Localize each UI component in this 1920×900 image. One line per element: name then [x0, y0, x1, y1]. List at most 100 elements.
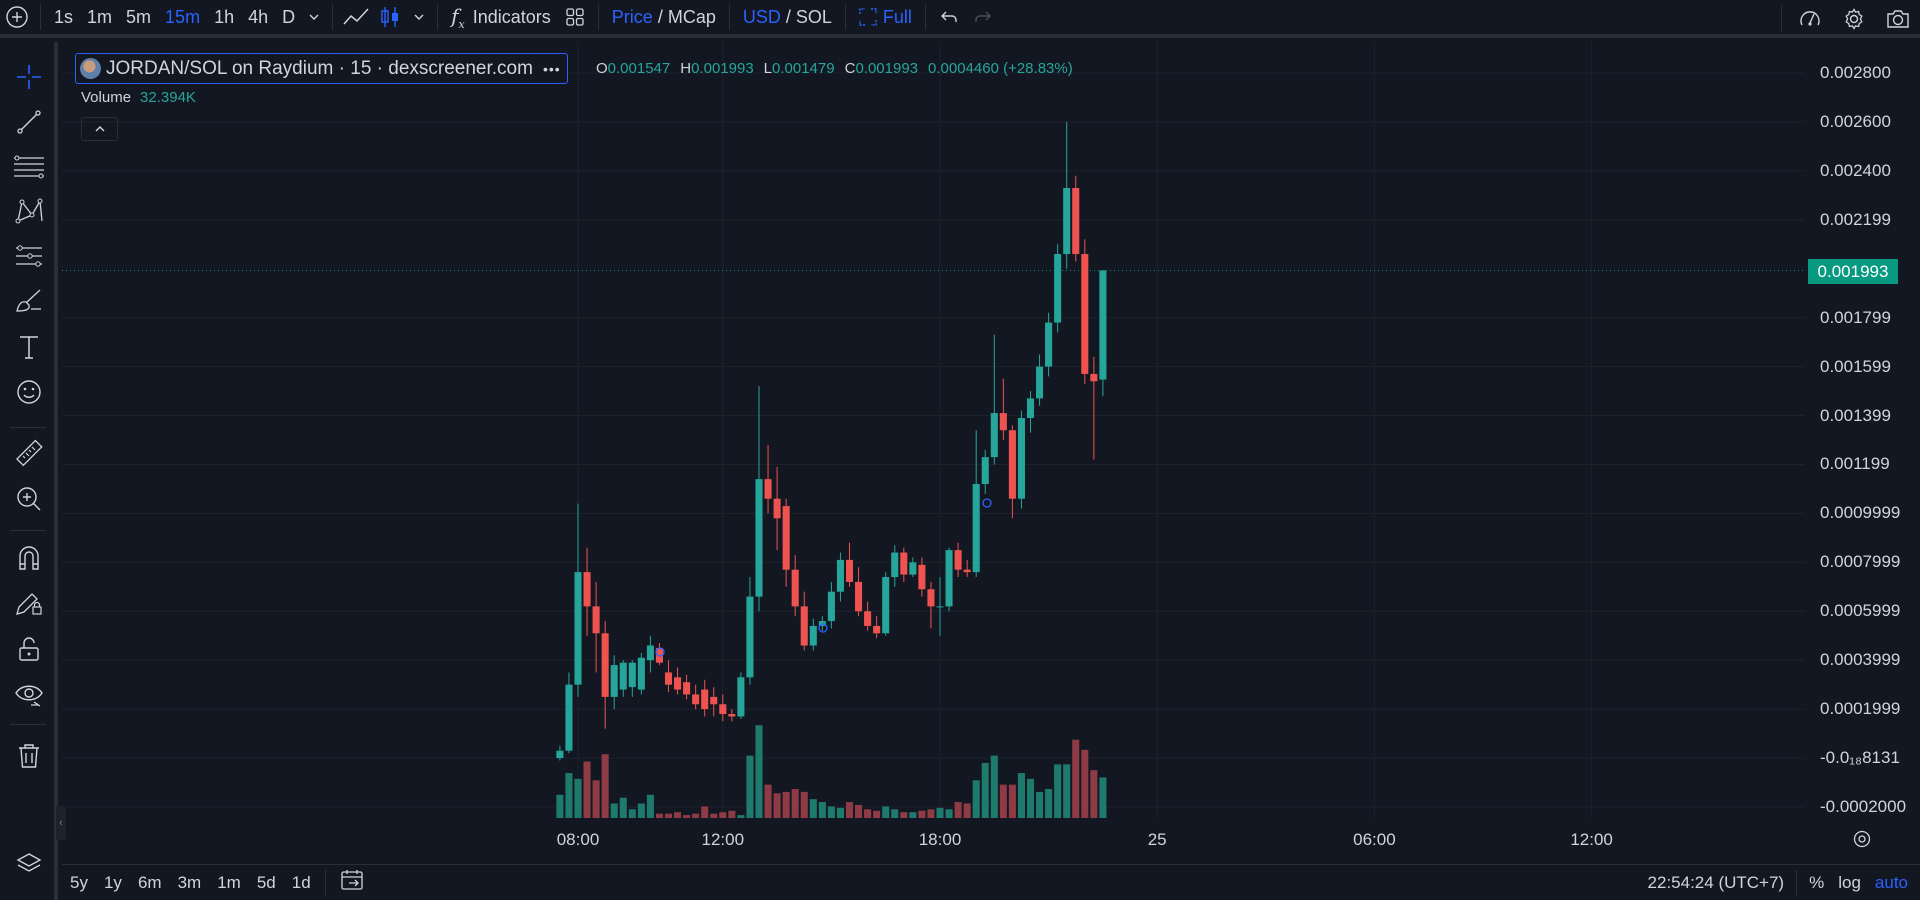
remove-drawings-button[interactable] — [12, 739, 46, 773]
candle[interactable] — [601, 621, 609, 729]
candle[interactable] — [800, 591, 808, 651]
symbol-legend[interactable]: JORDAN/SOL on Raydium · 15 · dexscreener… — [75, 53, 568, 84]
undo-button[interactable] — [932, 0, 966, 36]
candle[interactable] — [692, 684, 700, 710]
candle[interactable] — [674, 667, 682, 695]
layouts-button[interactable] — [558, 0, 592, 36]
trend-line-tool[interactable] — [12, 105, 46, 139]
candle[interactable] — [719, 694, 727, 722]
candle[interactable] — [1008, 425, 1016, 519]
crosshair-tool[interactable] — [12, 60, 46, 94]
pattern-tool[interactable] — [12, 194, 46, 228]
candle[interactable] — [728, 709, 736, 722]
candle[interactable] — [628, 660, 636, 697]
sol-option[interactable]: SOL — [795, 6, 832, 27]
more-options-icon[interactable]: ••• — [542, 60, 561, 77]
emoji-tool[interactable] — [12, 375, 46, 409]
candle[interactable] — [646, 635, 654, 673]
chart-type-dropdown-button[interactable] — [407, 0, 431, 36]
candle[interactable] — [891, 545, 899, 587]
object-tree-button[interactable] — [12, 847, 46, 881]
candle[interactable] — [655, 643, 663, 666]
range-1y[interactable]: 1y — [103, 872, 122, 892]
candle[interactable] — [683, 674, 691, 700]
candle[interactable] — [963, 559, 971, 578]
interval-1h[interactable]: 1h — [214, 6, 235, 27]
candle[interactable] — [1063, 121, 1071, 269]
candle[interactable] — [936, 577, 944, 636]
line-chart-type-button[interactable] — [339, 0, 373, 36]
interval-d[interactable]: D — [282, 6, 296, 27]
interval-15m[interactable]: 15m — [165, 6, 201, 27]
range-1m[interactable]: 1m — [217, 872, 241, 892]
candle[interactable] — [574, 503, 582, 697]
range-6m[interactable]: 6m — [137, 872, 162, 892]
brush-tool[interactable] — [12, 284, 46, 318]
range-1d[interactable]: 1d — [291, 872, 311, 892]
candle[interactable] — [619, 660, 627, 697]
candle[interactable] — [773, 466, 781, 551]
candle[interactable] — [592, 581, 600, 673]
candle[interactable] — [1026, 391, 1035, 433]
candle[interactable] — [1036, 354, 1044, 406]
candle[interactable] — [972, 430, 980, 578]
screenshot-button[interactable] — [1876, 0, 1920, 38]
mcap-option[interactable]: MCap — [667, 6, 716, 27]
candle[interactable] — [900, 547, 908, 582]
candle[interactable] — [737, 672, 745, 719]
candle[interactable] — [610, 655, 618, 710]
candle[interactable] — [746, 577, 754, 685]
magnet-mode-button[interactable] — [12, 541, 46, 575]
interval-5m[interactable]: 5m — [126, 6, 152, 27]
measure-tool[interactable] — [12, 437, 46, 471]
candle[interactable] — [1081, 239, 1089, 384]
collapse-toolbar-handle[interactable]: ‹ — [56, 806, 66, 840]
candle[interactable] — [945, 547, 953, 612]
candle[interactable] — [990, 334, 998, 465]
legend-collapse-button[interactable] — [81, 117, 118, 141]
range-3m[interactable]: 3m — [177, 872, 202, 892]
candle[interactable] — [1017, 410, 1025, 509]
candle[interactable] — [809, 618, 817, 651]
axis-settings-button[interactable] — [1852, 829, 1872, 854]
range-5y[interactable]: 5y — [70, 872, 88, 892]
fullscreen-button[interactable]: Full — [852, 0, 919, 36]
price-option[interactable]: Price — [611, 6, 653, 27]
candle[interactable] — [909, 557, 917, 578]
lock-all-drawings-button[interactable] — [12, 632, 46, 666]
candle[interactable] — [981, 449, 989, 494]
candle[interactable] — [664, 660, 673, 693]
candle[interactable] — [873, 616, 881, 639]
quick-search-button[interactable] — [1788, 0, 1832, 38]
currency-toggle[interactable]: USD / SOL — [736, 0, 839, 36]
event-marker[interactable] — [982, 498, 992, 508]
candle[interactable] — [710, 687, 718, 717]
candle[interactable] — [927, 581, 935, 629]
lock-drawings-mode-button[interactable] — [12, 586, 46, 620]
candles-chart-type-button[interactable] — [373, 0, 407, 36]
candle[interactable] — [701, 679, 709, 717]
range-5d[interactable]: 5d — [256, 872, 276, 892]
candle[interactable] — [999, 378, 1007, 440]
candle[interactable] — [1072, 175, 1080, 262]
candle[interactable] — [637, 652, 645, 695]
candle[interactable] — [864, 601, 872, 631]
candle[interactable] — [954, 542, 962, 578]
log-scale-toggle[interactable]: log — [1838, 873, 1861, 892]
event-marker[interactable] — [655, 647, 665, 657]
indicators-button[interactable]: fx Indicators — [444, 0, 558, 36]
go-to-date-button[interactable] — [332, 869, 374, 896]
percent-scale-toggle[interactable]: % — [1809, 873, 1825, 892]
candle[interactable] — [583, 547, 591, 636]
hide-drawings-button[interactable] — [12, 677, 46, 711]
candle[interactable] — [782, 498, 790, 587]
candle[interactable] — [556, 745, 564, 761]
usd-option[interactable]: USD — [742, 6, 781, 27]
event-marker[interactable] — [818, 623, 828, 633]
candle[interactable] — [1045, 312, 1053, 377]
interval-1m[interactable]: 1m — [87, 6, 113, 27]
add-symbol-button[interactable] — [0, 0, 34, 36]
candle[interactable] — [882, 572, 890, 636]
text-tool[interactable] — [12, 330, 46, 364]
